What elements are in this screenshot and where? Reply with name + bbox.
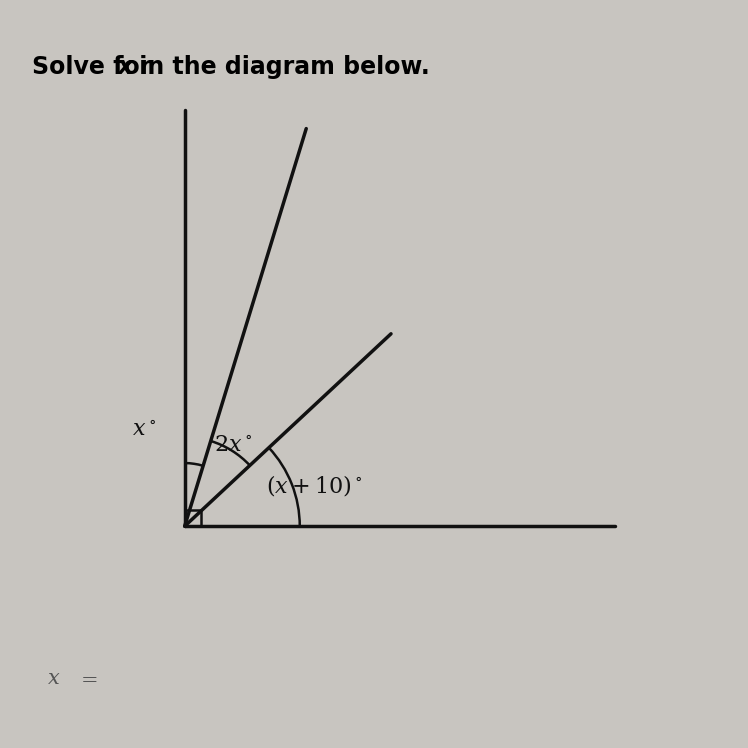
Text: $x^\circ$: $x^\circ$ [132,420,156,440]
Text: x: x [118,55,133,79]
Text: $(x + 10)^\circ$: $(x + 10)^\circ$ [266,473,363,498]
Text: $=$: $=$ [77,669,98,688]
Text: in the diagram below.: in the diagram below. [131,55,430,79]
Text: $x$: $x$ [47,669,61,688]
Text: Solve for: Solve for [32,55,160,79]
Text: $2x^\circ$: $2x^\circ$ [214,435,252,455]
